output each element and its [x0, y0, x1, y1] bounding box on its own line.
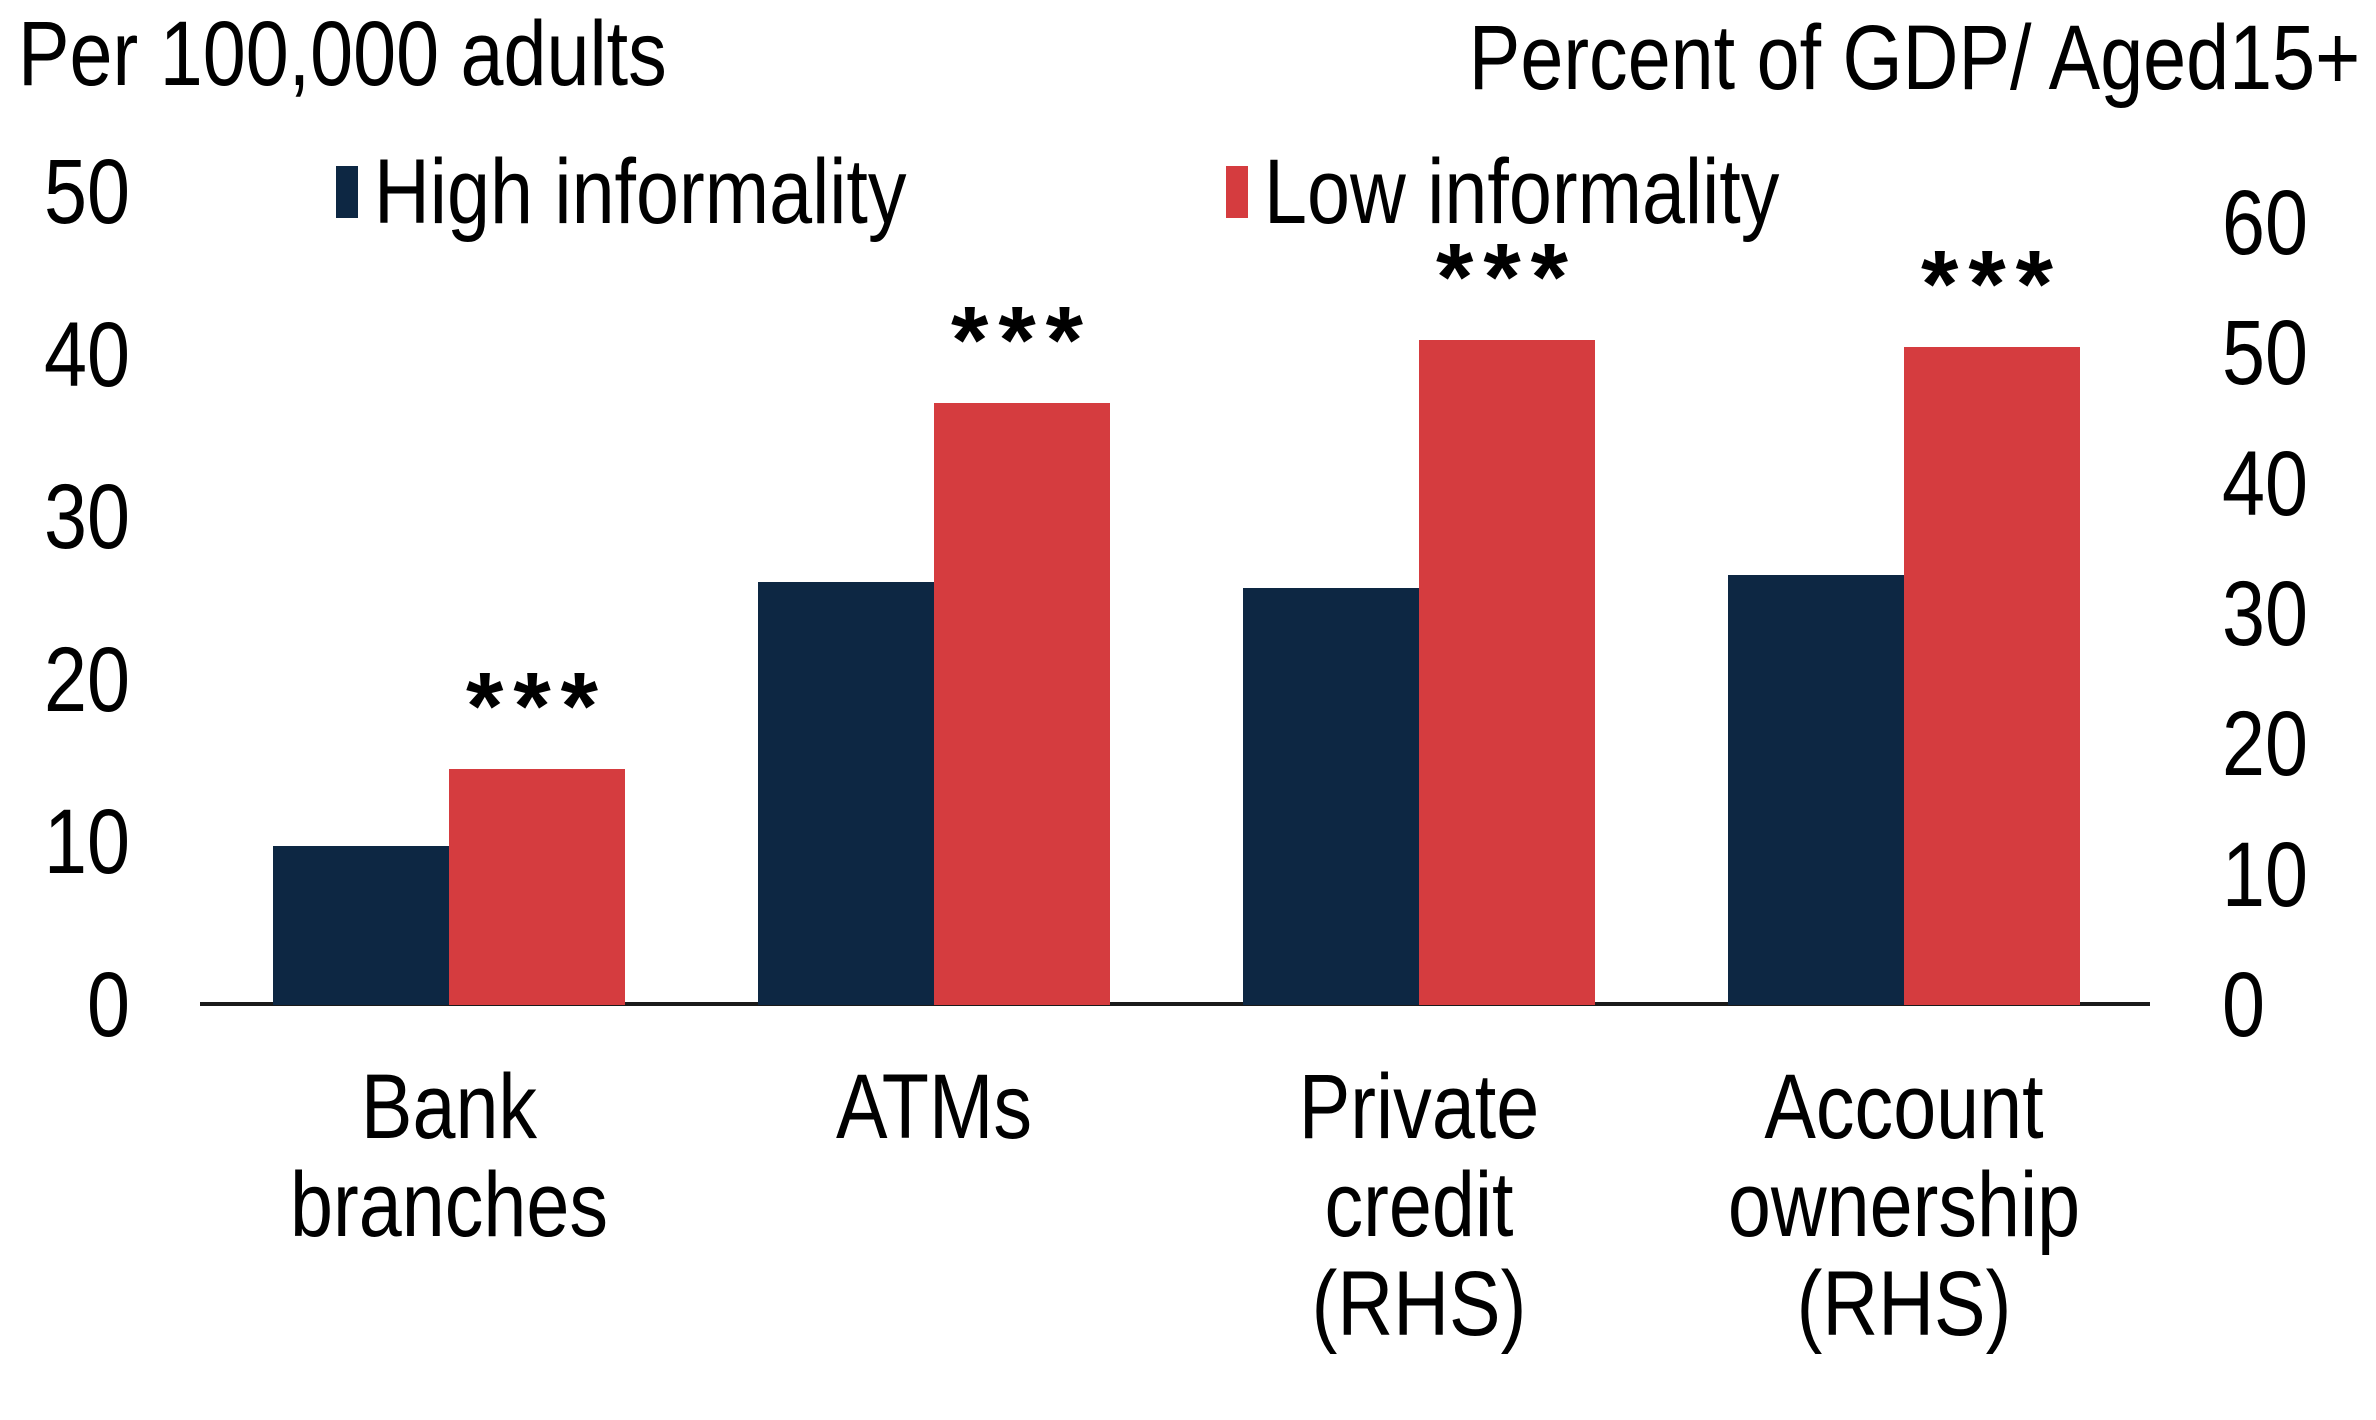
bar-high-1: [273, 845, 449, 1005]
category-label: ATMs: [716, 1056, 1153, 1158]
bar-high-2: [758, 582, 934, 1005]
category-label-line: ATMs: [835, 1056, 1033, 1158]
legend-item-low-informality: Low informality: [1226, 142, 1878, 242]
legend-label: High informality: [374, 141, 907, 243]
left-axis-tick: 30: [44, 466, 130, 569]
left-axis-title: Per 100,000 adults: [18, 3, 667, 105]
left-axis-tick: 10: [44, 791, 130, 894]
category-label-line: Account: [1764, 1056, 2044, 1158]
category-label-line: Bank: [360, 1056, 538, 1158]
significance-stars: ***: [1435, 224, 1579, 332]
right-axis-title: Percent of GDP/ Aged15+: [1468, 7, 2360, 109]
x-axis-line: [200, 1002, 2150, 1006]
category-label-line: Private: [1298, 1056, 1540, 1158]
legend-item-high-informality: High informality: [336, 142, 1008, 242]
category-label-line: (RHS): [1796, 1252, 2012, 1355]
bar-low-2: [934, 403, 1110, 1005]
bar-low-3: [1419, 340, 1595, 1005]
right-axis-tick: 50: [2222, 302, 2308, 405]
right-axis-tick: 0: [2222, 954, 2265, 1056]
right-axis-tick: 10: [2222, 823, 2308, 926]
significance-stars: ***: [1920, 230, 2064, 338]
category-label-line: branches: [290, 1154, 608, 1257]
bar-low-1: [449, 769, 625, 1005]
bar-high-4: [1728, 574, 1904, 1005]
category-label: Private credit (RHS): [1201, 1056, 1638, 1355]
category-label-line: credit: [1324, 1154, 1514, 1257]
category-label: Bank branches: [231, 1058, 668, 1255]
right-axis-tick: 60: [2222, 172, 2308, 274]
bar-high-3: [1243, 587, 1419, 1005]
low-informality-swatch: [1226, 166, 1248, 218]
right-axis-tick: 40: [2222, 432, 2308, 535]
significance-stars: ***: [950, 287, 1094, 395]
left-axis-tick: 50: [44, 141, 130, 243]
left-axis-tick: 40: [44, 303, 130, 406]
left-axis-tick: 0: [87, 954, 130, 1056]
category-label-line: (RHS): [1311, 1252, 1527, 1355]
right-axis-tick: 20: [2222, 693, 2308, 796]
high-informality-swatch: [336, 166, 358, 218]
bar-low-4: [1904, 346, 2080, 1005]
significance-stars: ***: [465, 653, 609, 761]
category-label-line: ownership: [1727, 1154, 2081, 1257]
left-axis-tick: 20: [44, 628, 130, 731]
legend-label: Low informality: [1264, 141, 1780, 243]
right-axis-tick: 30: [2222, 563, 2308, 665]
category-label: Account ownership (RHS): [1686, 1056, 2123, 1355]
